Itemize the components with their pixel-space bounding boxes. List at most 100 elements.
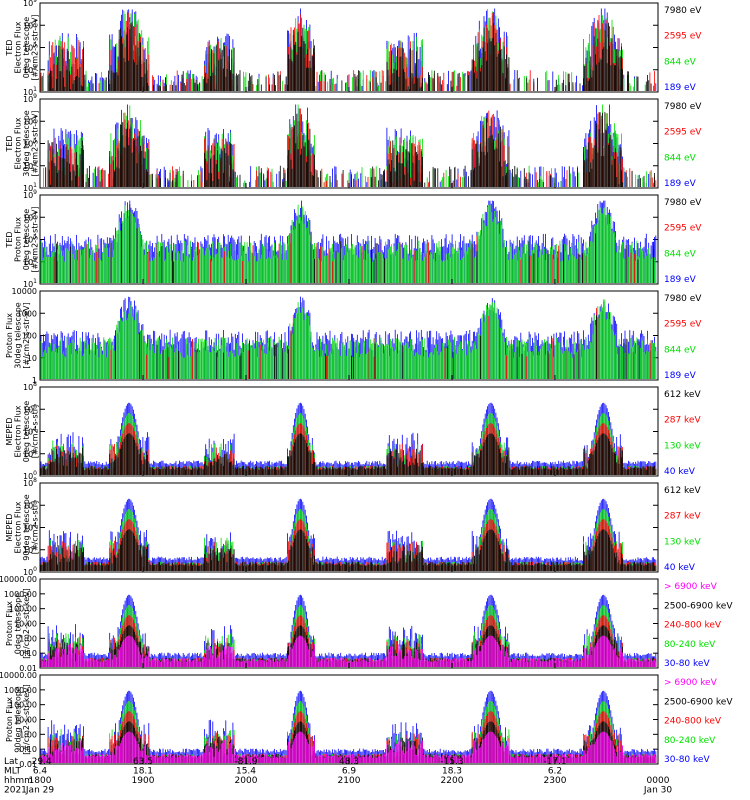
ytick-label: 108 bbox=[23, 381, 37, 392]
ytick-label: 105 bbox=[23, 234, 37, 245]
ytick-label: 101 bbox=[23, 182, 37, 193]
legend-entry: 612 keV bbox=[664, 390, 701, 400]
legend-entry: 240-800 keV bbox=[664, 717, 722, 727]
legend-entry: 287 keV bbox=[664, 416, 701, 426]
ytick-label: 106 bbox=[23, 403, 37, 414]
xtick-time: 2000 bbox=[235, 776, 258, 786]
legend-entry: 287 keV bbox=[664, 512, 701, 522]
x-row-label: MLT bbox=[4, 767, 22, 777]
ylabel-line: TED bbox=[5, 231, 14, 248]
xtick-time: 2100 bbox=[338, 776, 361, 786]
legend-entry: 2595 eV bbox=[664, 224, 702, 234]
x-row-label: 2021 bbox=[4, 786, 27, 796]
flux-panel: 108 106 104 102 100 MEPED Electron Flux 0deg te… bbox=[5, 381, 701, 481]
ylabel-line: [#/cm2-s-str] bbox=[31, 501, 40, 554]
xtick-time: 1900 bbox=[132, 776, 155, 786]
series-group bbox=[40, 594, 657, 667]
series-trace bbox=[41, 21, 652, 91]
ytick-label: 109 bbox=[23, 0, 37, 8]
ytick-label: 0.10 bbox=[19, 649, 37, 658]
ylabel-line: Proton Flux bbox=[5, 697, 14, 742]
ytick-label: 109 bbox=[23, 93, 37, 104]
legend-entry: > 6900 keV bbox=[664, 678, 718, 688]
series-group bbox=[40, 690, 657, 763]
legend-entry: 80-240 keV bbox=[664, 736, 716, 746]
xtick-time: 2300 bbox=[544, 776, 567, 786]
ylabel-line: 30deg telescope bbox=[22, 110, 31, 177]
legend-entry: 130 keV bbox=[664, 537, 701, 547]
series-group bbox=[40, 498, 657, 571]
ytick-label: 103 bbox=[23, 64, 37, 75]
series-group bbox=[43, 104, 657, 187]
legend-entry: 80-240 keV bbox=[664, 640, 716, 650]
xtick-time: 1800 bbox=[29, 776, 52, 786]
ytick-label: 0.01 bbox=[19, 664, 37, 673]
legend-entry: 189 eV bbox=[664, 371, 697, 381]
ylabel-line: 0deg telescope bbox=[22, 209, 31, 270]
series-trace bbox=[40, 9, 646, 91]
flux-panel: 10000.00 1000.00 100.00 10.00 1.00 0.10 0.01 Pr… bbox=[0, 575, 733, 673]
ytick-label: 100 bbox=[23, 566, 37, 577]
ytick-label: 106 bbox=[23, 499, 37, 510]
legend-entry: 240-800 keV bbox=[664, 621, 722, 631]
ytick-label: 10.00 bbox=[14, 620, 37, 629]
ylabel-line: [#/cm2-s-str-eV] bbox=[22, 302, 31, 368]
panel-frame bbox=[39, 674, 659, 765]
ytick-label: 10 bbox=[27, 354, 37, 363]
ytick-label: 101 bbox=[23, 86, 37, 97]
ytick-label: 107 bbox=[23, 115, 37, 126]
ylabel-line: 30deg telescope bbox=[14, 302, 23, 369]
legend-entry: 2500-6900 keV bbox=[664, 697, 733, 707]
ytick-label: 107 bbox=[23, 211, 37, 222]
ylabel-line: Proton Flux bbox=[5, 313, 14, 358]
series-trace bbox=[54, 204, 654, 283]
legend-entry: > 6900 keV bbox=[664, 582, 718, 592]
series-trace bbox=[40, 529, 657, 571]
ytick-label: 100.00 bbox=[9, 701, 37, 710]
xtick-lat: -15.3 bbox=[440, 757, 463, 767]
legend-entry: 40 keV bbox=[664, 563, 696, 573]
xtick-mlt: 6.2 bbox=[548, 767, 562, 777]
ylabel-line: [#/cm2-s-str-keV] bbox=[22, 588, 31, 659]
legend-entry: 2595 eV bbox=[664, 320, 702, 330]
ytick-label: 0.10 bbox=[19, 745, 37, 754]
x-row-label: Lat bbox=[4, 757, 19, 767]
ytick-label: 105 bbox=[23, 42, 37, 53]
series-trace bbox=[40, 635, 657, 667]
ytick-label: 10000.00 bbox=[0, 575, 37, 584]
legend-entry: 2500-6900 keV bbox=[664, 601, 733, 611]
xtick-lat: -81.9 bbox=[234, 757, 258, 767]
ytick-label: 10.00 bbox=[14, 716, 37, 725]
ytick-label: 1000 bbox=[17, 309, 37, 318]
series-trace bbox=[40, 299, 657, 379]
legend-entry: 7980 eV bbox=[664, 102, 702, 112]
legend-entry: 30-80 keV bbox=[664, 755, 710, 765]
ylabel-line: Electron Flux bbox=[14, 405, 23, 457]
ylabel-line: 90deg telescope bbox=[22, 494, 31, 561]
xtick-time: 0000 bbox=[647, 776, 670, 786]
legend-entry: 844 eV bbox=[664, 57, 697, 67]
x-row-label: hhmm bbox=[4, 776, 33, 786]
ytick-label: 102 bbox=[23, 448, 37, 459]
ytick-label: 1000.00 bbox=[4, 590, 37, 599]
ylabel-line: Proton Flux bbox=[14, 217, 23, 262]
ylabel-line: Proton Flux bbox=[5, 601, 14, 646]
ylabel-line: TED bbox=[5, 135, 14, 152]
xtick-mlt: 15.4 bbox=[236, 767, 256, 777]
ytick-label: 100.00 bbox=[9, 605, 37, 614]
ytick-label: 107 bbox=[23, 19, 37, 30]
legend-entry: 189 eV bbox=[664, 275, 697, 285]
xtick-mlt: 6.4 bbox=[33, 767, 48, 777]
series-group bbox=[40, 200, 657, 283]
ylabel-line: [#/cm2-s-str-keV] bbox=[22, 684, 31, 755]
ytick-label: 108 bbox=[23, 477, 37, 488]
ytick-label: 103 bbox=[23, 160, 37, 171]
legend-entry: 7980 eV bbox=[664, 6, 702, 16]
series-trace bbox=[115, 315, 640, 379]
ytick-label: 105 bbox=[23, 138, 37, 149]
ytick-label: 103 bbox=[23, 256, 37, 267]
legend-entry: 844 eV bbox=[664, 153, 697, 163]
xtick-mlt: 6.9 bbox=[342, 767, 357, 777]
xtick-lat: 63.5 bbox=[133, 757, 153, 767]
